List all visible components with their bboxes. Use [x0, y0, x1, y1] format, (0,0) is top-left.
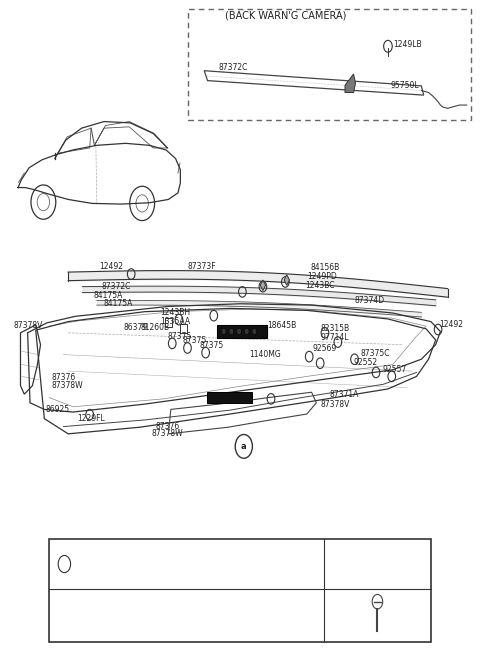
Text: 87371A: 87371A: [330, 390, 359, 399]
Text: 87378W: 87378W: [152, 430, 183, 438]
Text: 1140MG: 1140MG: [250, 350, 281, 359]
Text: 87378V: 87378V: [13, 321, 43, 330]
Text: 87376: 87376: [156, 422, 180, 430]
Text: 87378W: 87378W: [51, 381, 83, 390]
Text: 87376: 87376: [51, 373, 76, 382]
Text: 87375: 87375: [168, 332, 192, 341]
Text: 84175A: 84175A: [104, 300, 133, 308]
Polygon shape: [345, 74, 356, 93]
Polygon shape: [260, 280, 265, 290]
Bar: [165, 318, 172, 327]
Text: (BACK WARN'G CAMERA): (BACK WARN'G CAMERA): [225, 11, 346, 21]
Text: 87378V: 87378V: [320, 400, 349, 409]
Text: 1243BH: 1243BH: [160, 308, 190, 317]
Bar: [206, 392, 252, 403]
Text: 97714L: 97714L: [320, 333, 348, 342]
Text: 84156B: 84156B: [311, 263, 340, 272]
Text: 84175A: 84175A: [93, 291, 122, 300]
Text: 81260B: 81260B: [141, 322, 170, 332]
Text: 18645B: 18645B: [268, 321, 297, 330]
Text: 86337N: 86337N: [180, 559, 217, 569]
Text: 87372C: 87372C: [102, 282, 131, 290]
Text: 12492: 12492: [440, 320, 464, 329]
Text: 87374D: 87374D: [355, 296, 384, 305]
Circle shape: [237, 328, 241, 335]
Polygon shape: [284, 274, 289, 285]
Text: 1221AD: 1221AD: [358, 559, 397, 569]
Text: 87373F: 87373F: [188, 262, 216, 271]
Text: 87375C: 87375C: [360, 349, 390, 358]
Circle shape: [221, 328, 226, 335]
Text: 86925: 86925: [45, 405, 70, 414]
Text: 92557: 92557: [382, 365, 407, 374]
Circle shape: [244, 328, 249, 335]
Bar: [217, 325, 267, 338]
Text: 95750L: 95750L: [390, 82, 419, 90]
Bar: [180, 324, 187, 333]
Bar: [49, 540, 431, 642]
Text: 1335AA: 1335AA: [160, 317, 190, 326]
Text: 86379: 86379: [123, 322, 147, 332]
Text: a: a: [62, 560, 67, 569]
Text: 87375: 87375: [183, 336, 207, 345]
Text: 87372C: 87372C: [218, 63, 248, 72]
Text: 92552: 92552: [354, 358, 378, 367]
Text: a: a: [241, 442, 247, 451]
Text: 1243BC: 1243BC: [305, 281, 335, 290]
Text: 1249LB: 1249LB: [393, 40, 421, 49]
Text: 82315B: 82315B: [320, 324, 349, 333]
Circle shape: [229, 328, 234, 335]
Text: 92569: 92569: [312, 343, 337, 353]
Text: 87375: 87375: [200, 341, 224, 350]
Text: 12492: 12492: [99, 262, 123, 271]
Text: GENESIS 5.0: GENESIS 5.0: [113, 607, 244, 625]
Text: 1249PD: 1249PD: [307, 272, 336, 280]
Circle shape: [252, 328, 257, 335]
Text: 1229FL: 1229FL: [77, 414, 105, 422]
